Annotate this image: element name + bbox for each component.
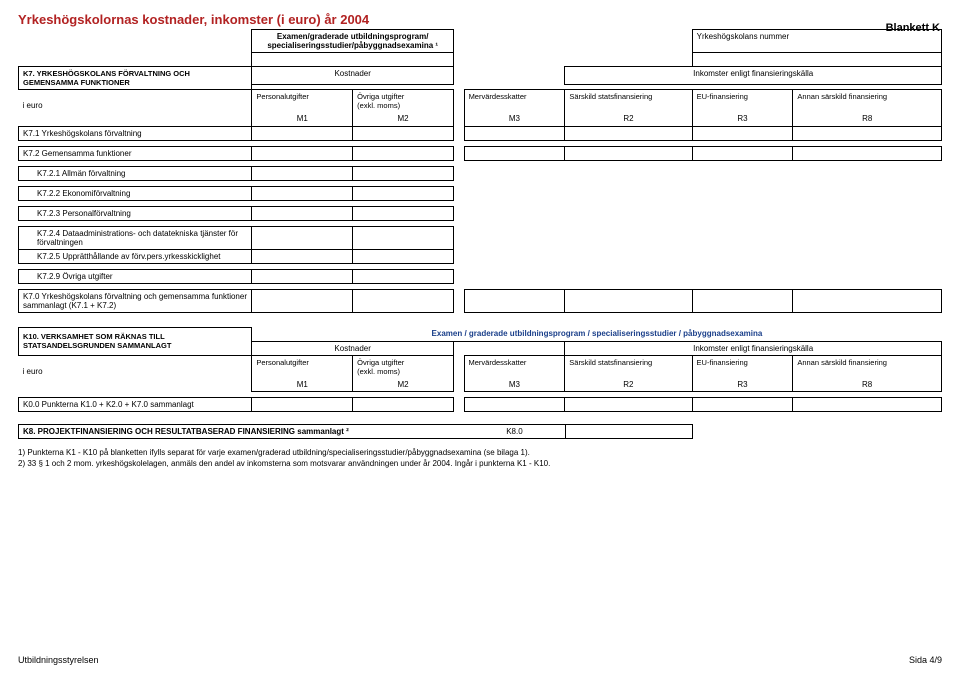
col5-label: EU-finansiering [692, 90, 793, 113]
table-k10: K10. VERKSAMHET SOM RÄKNAS TILL STATSAND… [18, 327, 942, 413]
k8-line: K8. PROJEKTFINANSIERING OCH RESULTATBASE… [19, 425, 465, 439]
code-r3: R3 [692, 112, 793, 126]
table-row: K7.1 Yrkeshögskolans förvaltning [19, 126, 942, 140]
row-k723: K7.2.3 Personalförvaltning [19, 206, 252, 220]
table-row: K7.2 Gemensamma funktioner [19, 146, 942, 160]
col6-label: Annan särskild finansiering [793, 90, 942, 113]
examen-full: Examen / graderade utbildningsprogram / … [252, 327, 942, 341]
table-k8: K8. PROJEKTFINANSIERING OCH RESULTATBASE… [18, 424, 942, 439]
ieuro-label2: i euro [19, 355, 252, 378]
table-row: i euro Personalutgifter Övriga utgifter(… [19, 90, 942, 113]
row-k724: K7.2.4 Dataadministrations- och datatekn… [19, 226, 252, 249]
kostnader-label: Kostnader [252, 67, 454, 85]
k80-label: K8.0 [464, 425, 565, 439]
row-k70: K7.0 Yrkeshögskolans förvaltning och gem… [19, 289, 252, 312]
table-row: K7.2.3 Personalförvaltning [19, 206, 942, 220]
ieuro-label: i euro [19, 90, 252, 113]
code-m2: M2 [353, 112, 454, 126]
row-k71: K7.1 Yrkeshögskolans förvaltning [19, 126, 252, 140]
table-row: K7.2.4 Dataadministrations- och datatekn… [19, 226, 942, 249]
inkomster-label: Inkomster enligt finansieringskälla [565, 67, 942, 85]
note-2: 2) 33 § 1 och 2 mom. yrkeshögskolelagen,… [18, 458, 942, 469]
examen-header: Examen/graderade utbildningsprogram/ spe… [252, 30, 454, 53]
table-k7: Examen/graderade utbildningsprogram/ spe… [18, 29, 942, 313]
kostnader-label2: Kostnader [252, 341, 454, 355]
inkomster-label2: Inkomster enligt finansieringskälla [565, 341, 942, 355]
footer-left: Utbildningsstyrelsen [18, 655, 99, 665]
blankett-label: Blankett K [886, 22, 940, 34]
code-m1: M1 [252, 112, 353, 126]
table-row [19, 53, 942, 67]
page-title: Yrkeshögskolornas kostnader, inkomster (… [18, 12, 942, 27]
table-row: K7. YRKESHÖGSKOLANS FÖRVALTNING OCH GEME… [19, 67, 942, 85]
note-1: 1) Punkterna K1 - K10 på blanketten ifyl… [18, 447, 942, 458]
table-row: K8. PROJEKTFINANSIERING OCH RESULTATBASE… [19, 425, 943, 439]
k7-title: K7. YRKESHÖGSKOLANS FÖRVALTNING OCH GEME… [19, 67, 252, 90]
footnotes: 1) Punkterna K1 - K10 på blanketten ifyl… [18, 447, 942, 469]
table-row: K10. VERKSAMHET SOM RÄKNAS TILL STATSAND… [19, 327, 942, 341]
footer-right: Sida 4/9 [909, 655, 942, 665]
col1-label: Personalutgifter [252, 90, 353, 113]
table-row: Examen/graderade utbildningsprogram/ spe… [19, 30, 942, 53]
table-row: K7.2.2 Ekonomiförvaltning [19, 186, 942, 200]
k10-title: K10. VERKSAMHET SOM RÄKNAS TILL STATSAND… [19, 327, 252, 355]
table-row: K7.2.5 Upprätthållande av förv.pers.yrke… [19, 249, 942, 263]
table-row: K7.2.1 Allmän förvaltning [19, 166, 942, 180]
code-r2: R2 [565, 112, 692, 126]
col2-label: Övriga utgifter(exkl. moms) [353, 90, 454, 113]
row-k722: K7.2.2 Ekonomiförvaltning [19, 186, 252, 200]
table-row: i euro Personalutgifter Övriga utgifter(… [19, 355, 942, 378]
row-k729: K7.2.9 Övriga utgifter [19, 269, 252, 283]
row-k721: K7.2.1 Allmän förvaltning [19, 166, 252, 180]
code-m3: M3 [464, 112, 565, 126]
col4-label: Särskild statsfinansiering [565, 90, 692, 113]
row-k725: K7.2.5 Upprätthållande av förv.pers.yrke… [19, 249, 252, 263]
code-r8: R8 [793, 112, 942, 126]
table-row: K7.2.9 Övriga utgifter [19, 269, 942, 283]
table-row: K7.0 Yrkeshögskolans förvaltning och gem… [19, 289, 942, 312]
row-k72: K7.2 Gemensamma funktioner [19, 146, 252, 160]
table-row: M1 M2 M3 R2 R3 R8 [19, 378, 942, 392]
table-row: M1 M2 M3 R2 R3 R8 [19, 112, 942, 126]
col3-label: Mervärdesskatter [464, 90, 565, 113]
table-row: K0.0 Punkterna K1.0 + K2.0 + K7.0 samman… [19, 398, 942, 412]
row-k00: K0.0 Punkterna K1.0 + K2.0 + K7.0 samman… [19, 398, 252, 412]
